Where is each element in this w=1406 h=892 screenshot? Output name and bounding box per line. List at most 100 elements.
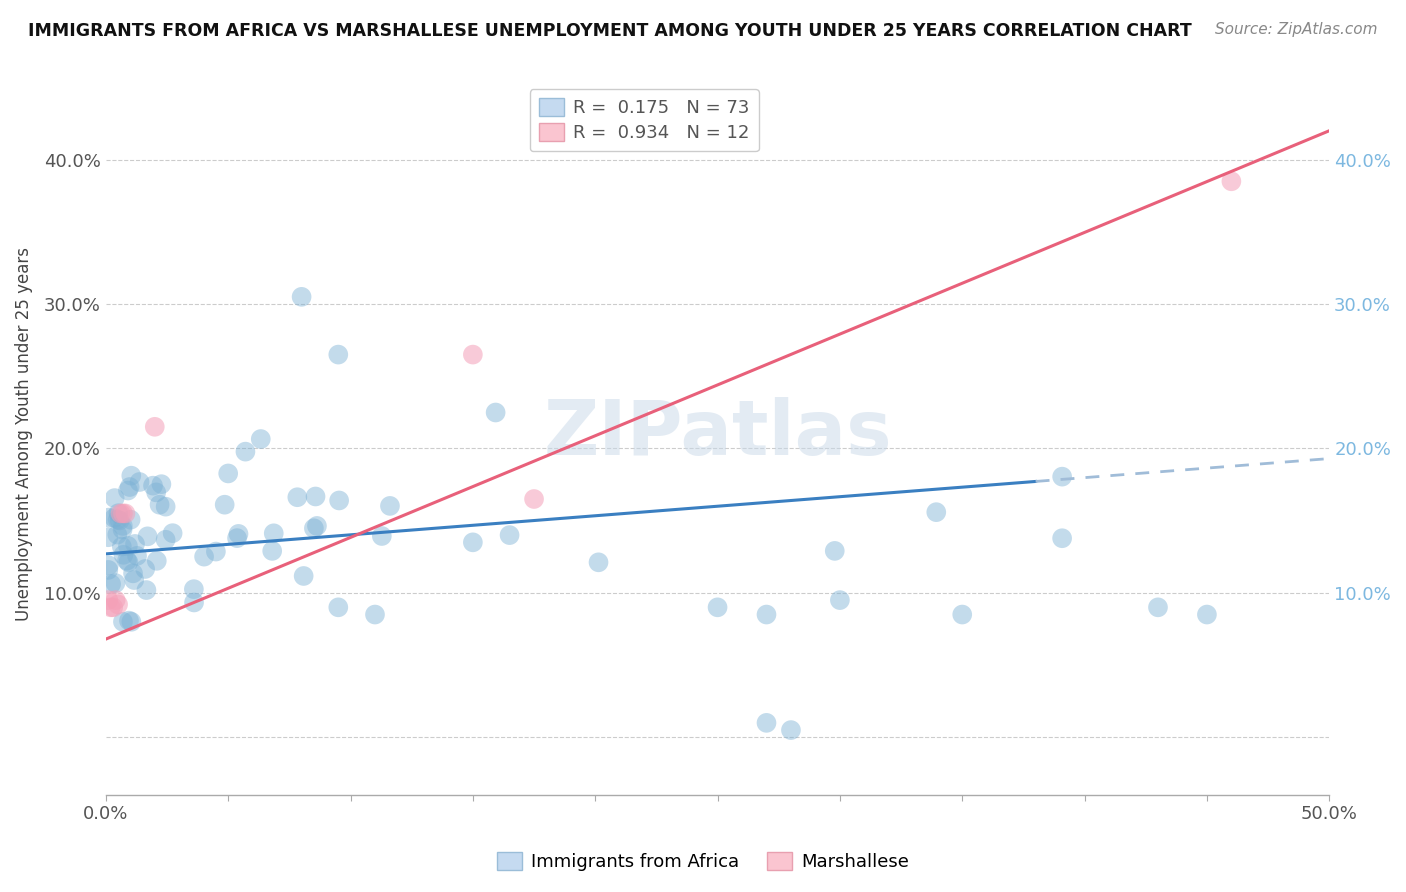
Point <box>117 555 139 569</box>
Point <box>104 491 127 505</box>
Point <box>105 527 128 541</box>
Point <box>755 607 778 622</box>
Point <box>97 558 120 573</box>
Legend: R =  0.175   N = 73, R =  0.934   N = 12: R = 0.175 N = 73, R = 0.934 N = 12 <box>530 89 758 152</box>
Point <box>112 548 135 562</box>
Point <box>104 576 127 591</box>
Point <box>193 549 215 564</box>
Point <box>378 499 401 513</box>
Point <box>328 600 350 615</box>
Point <box>111 507 134 521</box>
Point <box>588 555 610 569</box>
Point <box>235 444 257 458</box>
Point <box>115 553 138 567</box>
Point <box>97 510 120 524</box>
Point <box>120 513 142 527</box>
Point <box>780 723 803 737</box>
Point <box>125 549 148 563</box>
Point <box>706 600 728 615</box>
Point <box>150 477 173 491</box>
Point <box>117 539 139 553</box>
Point <box>183 582 205 596</box>
Point <box>485 405 508 419</box>
Point <box>128 475 150 489</box>
Point <box>100 600 122 615</box>
Point <box>134 562 156 576</box>
Point <box>155 533 177 547</box>
Point <box>143 419 166 434</box>
Point <box>122 573 145 587</box>
Point <box>111 540 134 554</box>
Legend: Immigrants from Africa, Marshallese: Immigrants from Africa, Marshallese <box>489 846 917 879</box>
Y-axis label: Unemployment Among Youth under 25 years: Unemployment Among Youth under 25 years <box>15 247 32 621</box>
Point <box>146 554 169 568</box>
Point <box>1050 531 1073 545</box>
Point <box>118 480 141 494</box>
Point <box>97 563 120 577</box>
Point <box>136 529 159 543</box>
Point <box>371 529 394 543</box>
Point <box>263 526 285 541</box>
Point <box>97 530 120 544</box>
Text: Source: ZipAtlas.com: Source: ZipAtlas.com <box>1215 22 1378 37</box>
Point <box>124 537 146 551</box>
Point <box>107 598 129 612</box>
Point <box>755 715 778 730</box>
Point <box>285 490 308 504</box>
Point <box>328 493 350 508</box>
Point <box>523 491 546 506</box>
Point <box>228 527 250 541</box>
Point <box>328 348 350 362</box>
Point <box>1050 469 1073 483</box>
Point <box>104 593 127 607</box>
Point <box>1195 607 1218 622</box>
Point <box>118 614 141 628</box>
Point <box>925 505 948 519</box>
Point <box>117 483 139 498</box>
Point <box>110 507 132 521</box>
Point <box>145 485 167 500</box>
Point <box>291 290 314 304</box>
Point <box>226 531 249 545</box>
Text: IMMIGRANTS FROM AFRICA VS MARSHALLESE UNEMPLOYMENT AMONG YOUTH UNDER 25 YEARS CO: IMMIGRANTS FROM AFRICA VS MARSHALLESE UN… <box>28 22 1192 40</box>
Point <box>249 432 271 446</box>
Point <box>205 544 228 558</box>
Point <box>107 506 129 520</box>
Point <box>108 513 131 527</box>
Point <box>162 526 184 541</box>
Point <box>950 607 973 622</box>
Point <box>107 512 129 526</box>
Point <box>824 544 846 558</box>
Point <box>183 595 205 609</box>
Point <box>103 600 125 615</box>
Point <box>1147 600 1170 615</box>
Point <box>114 507 136 521</box>
Point <box>461 348 484 362</box>
Point <box>214 498 236 512</box>
Point <box>305 519 328 533</box>
Point <box>217 467 239 481</box>
Point <box>364 607 387 622</box>
Point <box>111 615 134 629</box>
Point <box>292 569 315 583</box>
Point <box>1220 174 1243 188</box>
Point <box>97 593 120 607</box>
Text: ZIPatlas: ZIPatlas <box>543 397 891 471</box>
Point <box>142 478 165 492</box>
Point <box>111 523 134 537</box>
Point <box>148 498 170 512</box>
Point <box>122 566 145 581</box>
Point <box>120 615 142 629</box>
Point <box>155 500 177 514</box>
Point <box>120 468 142 483</box>
Point <box>498 528 520 542</box>
Point <box>302 521 325 535</box>
Point <box>100 577 122 591</box>
Point <box>461 535 484 549</box>
Point <box>111 519 134 533</box>
Point <box>304 490 326 504</box>
Point <box>262 544 284 558</box>
Point <box>103 511 125 525</box>
Point <box>135 583 157 598</box>
Point <box>828 593 851 607</box>
